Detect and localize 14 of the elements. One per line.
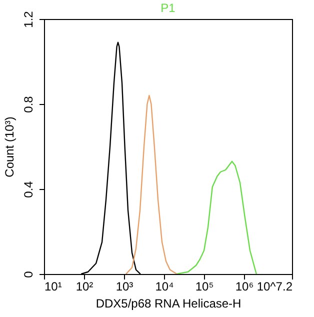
y-axis-title: Count (10³) — [2, 116, 16, 178]
x-tick-label: 10¹ — [44, 280, 62, 294]
y-tick-label: 0.8 — [22, 96, 36, 113]
x-tick-label: 10⁴ — [155, 280, 174, 294]
x-tick-label: 10⁶ — [235, 280, 254, 294]
y-tick-label: 1.2 — [22, 10, 36, 28]
x-tick-label: 10³ — [116, 280, 134, 294]
x-tick-label: 10² — [76, 280, 94, 294]
y-tick-label: 0 — [22, 270, 36, 278]
x-tick-label: 10^7.2 — [256, 280, 293, 294]
x-tick-label: 10⁵ — [195, 280, 214, 294]
x-axis-title: DDX5/p68 RNA Helicase-H — [96, 296, 242, 310]
text: P1 — [160, 1, 176, 15]
y-tick-label: 0.4 — [22, 180, 36, 198]
